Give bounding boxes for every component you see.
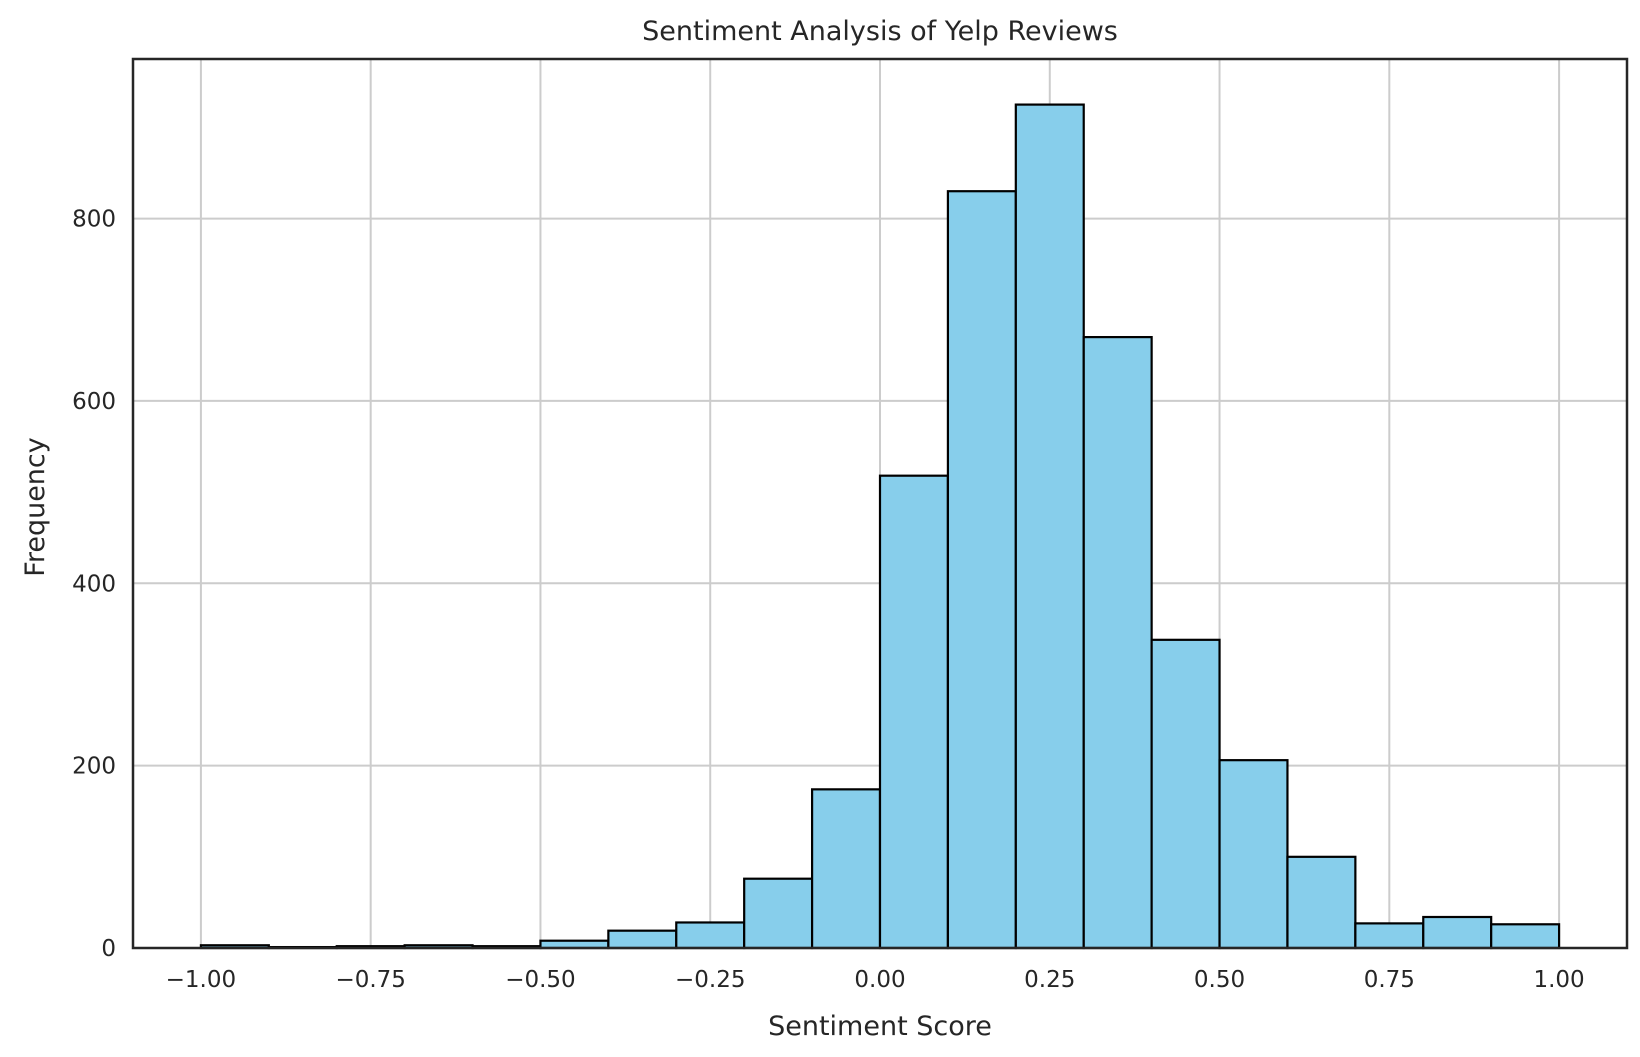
histogram-bars [199,103,1561,950]
histogram-bar [878,474,950,950]
x-tick-label: −1.00 [166,967,236,993]
histogram-bar [1150,638,1221,950]
histogram-bar [1014,103,1085,950]
histogram-bar [810,788,882,950]
x-tick-label: −0.50 [505,967,575,993]
x-axis-ticks: −1.00 −0.75 −0.50 −0.25 0.00 0.25 0.50 0.75 1.00 [166,967,1585,993]
y-tick-label: 800 [72,207,116,233]
x-tick-label: 0.25 [1024,967,1075,993]
y-tick-label: 600 [72,389,116,415]
histogram-bar [743,877,814,950]
y-axis-ticks: 0 200 400 600 800 [72,207,116,962]
histogram-bar [1490,923,1561,950]
histogram-bar [1286,855,1357,950]
x-tick-label: −0.75 [335,967,405,993]
histogram-bar [1422,915,1493,950]
x-tick-label: 1.00 [1533,967,1584,993]
y-tick-label: 400 [72,571,116,597]
histogram-bar [675,921,746,950]
y-axis-label: Frequency [20,437,51,577]
histogram-bar [1354,922,1425,950]
x-tick-label: 0.50 [1194,967,1245,993]
histogram-bar [946,190,1017,950]
x-tick-label: 0.00 [854,967,905,993]
y-tick-label: 0 [101,936,116,962]
chart-title: Sentiment Analysis of Yelp Reviews [642,16,1118,47]
histogram-bar [607,929,678,950]
x-tick-label: −0.25 [675,967,745,993]
histogram-bar [1218,759,1289,950]
plot-frame [131,57,1629,950]
x-axis-label: Sentiment Score [768,1011,992,1042]
x-tick-label: 0.75 [1364,967,1415,993]
y-tick-label: 200 [72,754,116,780]
histogram-bar [1082,335,1153,950]
